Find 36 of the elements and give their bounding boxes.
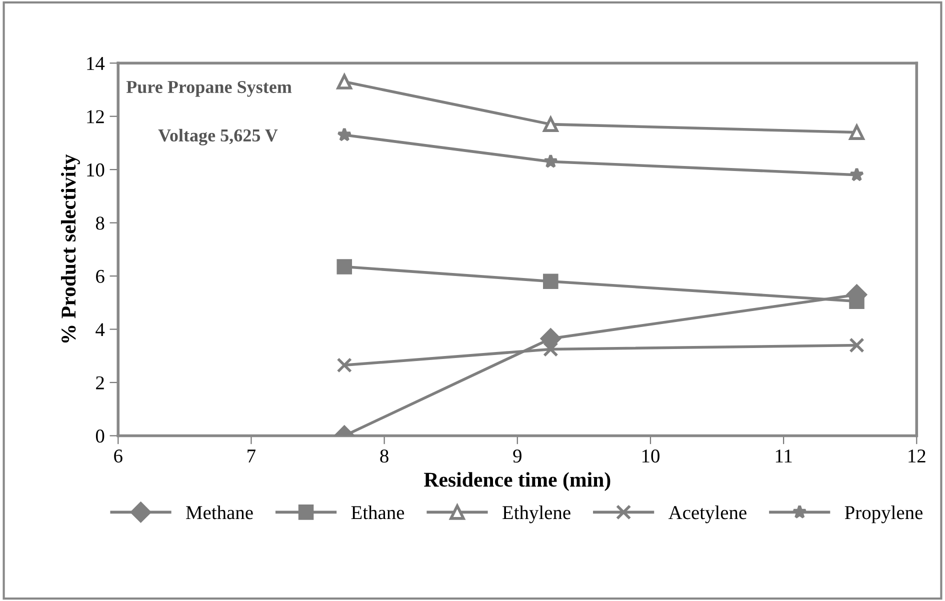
legend-label: Ethylene	[502, 506, 570, 524]
y-tick-label: 6	[96, 270, 104, 283]
y-tick-label: 0	[96, 430, 104, 443]
y-tick-label: 2	[96, 376, 104, 390]
x-tick-label: 9	[513, 450, 522, 463]
y-tick-label: 12	[87, 110, 104, 124]
point	[849, 167, 864, 182]
x-tick-label: 12	[908, 450, 926, 462]
x-tick-label: 7	[248, 450, 256, 462]
point	[337, 127, 352, 142]
point	[543, 116, 558, 132]
x-axis-title: Residence time (min)	[424, 472, 610, 491]
x-tick-label: 6	[114, 450, 122, 463]
legend-label: Acetylene	[668, 506, 746, 524]
point	[849, 124, 864, 140]
annotation: Voltage 5,625 V	[158, 128, 278, 146]
annotation: Pure Propane System	[126, 80, 292, 97]
legend-label: Ethane	[351, 506, 404, 520]
y-tick-label: 4	[96, 323, 105, 336]
legend-label: Propylene	[844, 506, 922, 524]
point	[336, 259, 352, 274]
legend-label: Methane	[186, 506, 253, 520]
y-tick-label: 14	[87, 57, 105, 70]
y-tick-label: 8	[96, 216, 104, 230]
y-axis-title: % Product selectivity	[60, 154, 80, 343]
x-tick-label: 11	[776, 450, 792, 462]
point	[543, 274, 558, 289]
x-tick-label: 10	[642, 449, 660, 463]
point	[849, 338, 864, 353]
point	[543, 342, 558, 357]
point	[336, 74, 352, 90]
y-tick-label: 10	[87, 163, 104, 177]
point	[336, 358, 352, 373]
point	[540, 328, 561, 349]
point	[543, 154, 558, 168]
x-tick-label: 8	[380, 449, 388, 463]
